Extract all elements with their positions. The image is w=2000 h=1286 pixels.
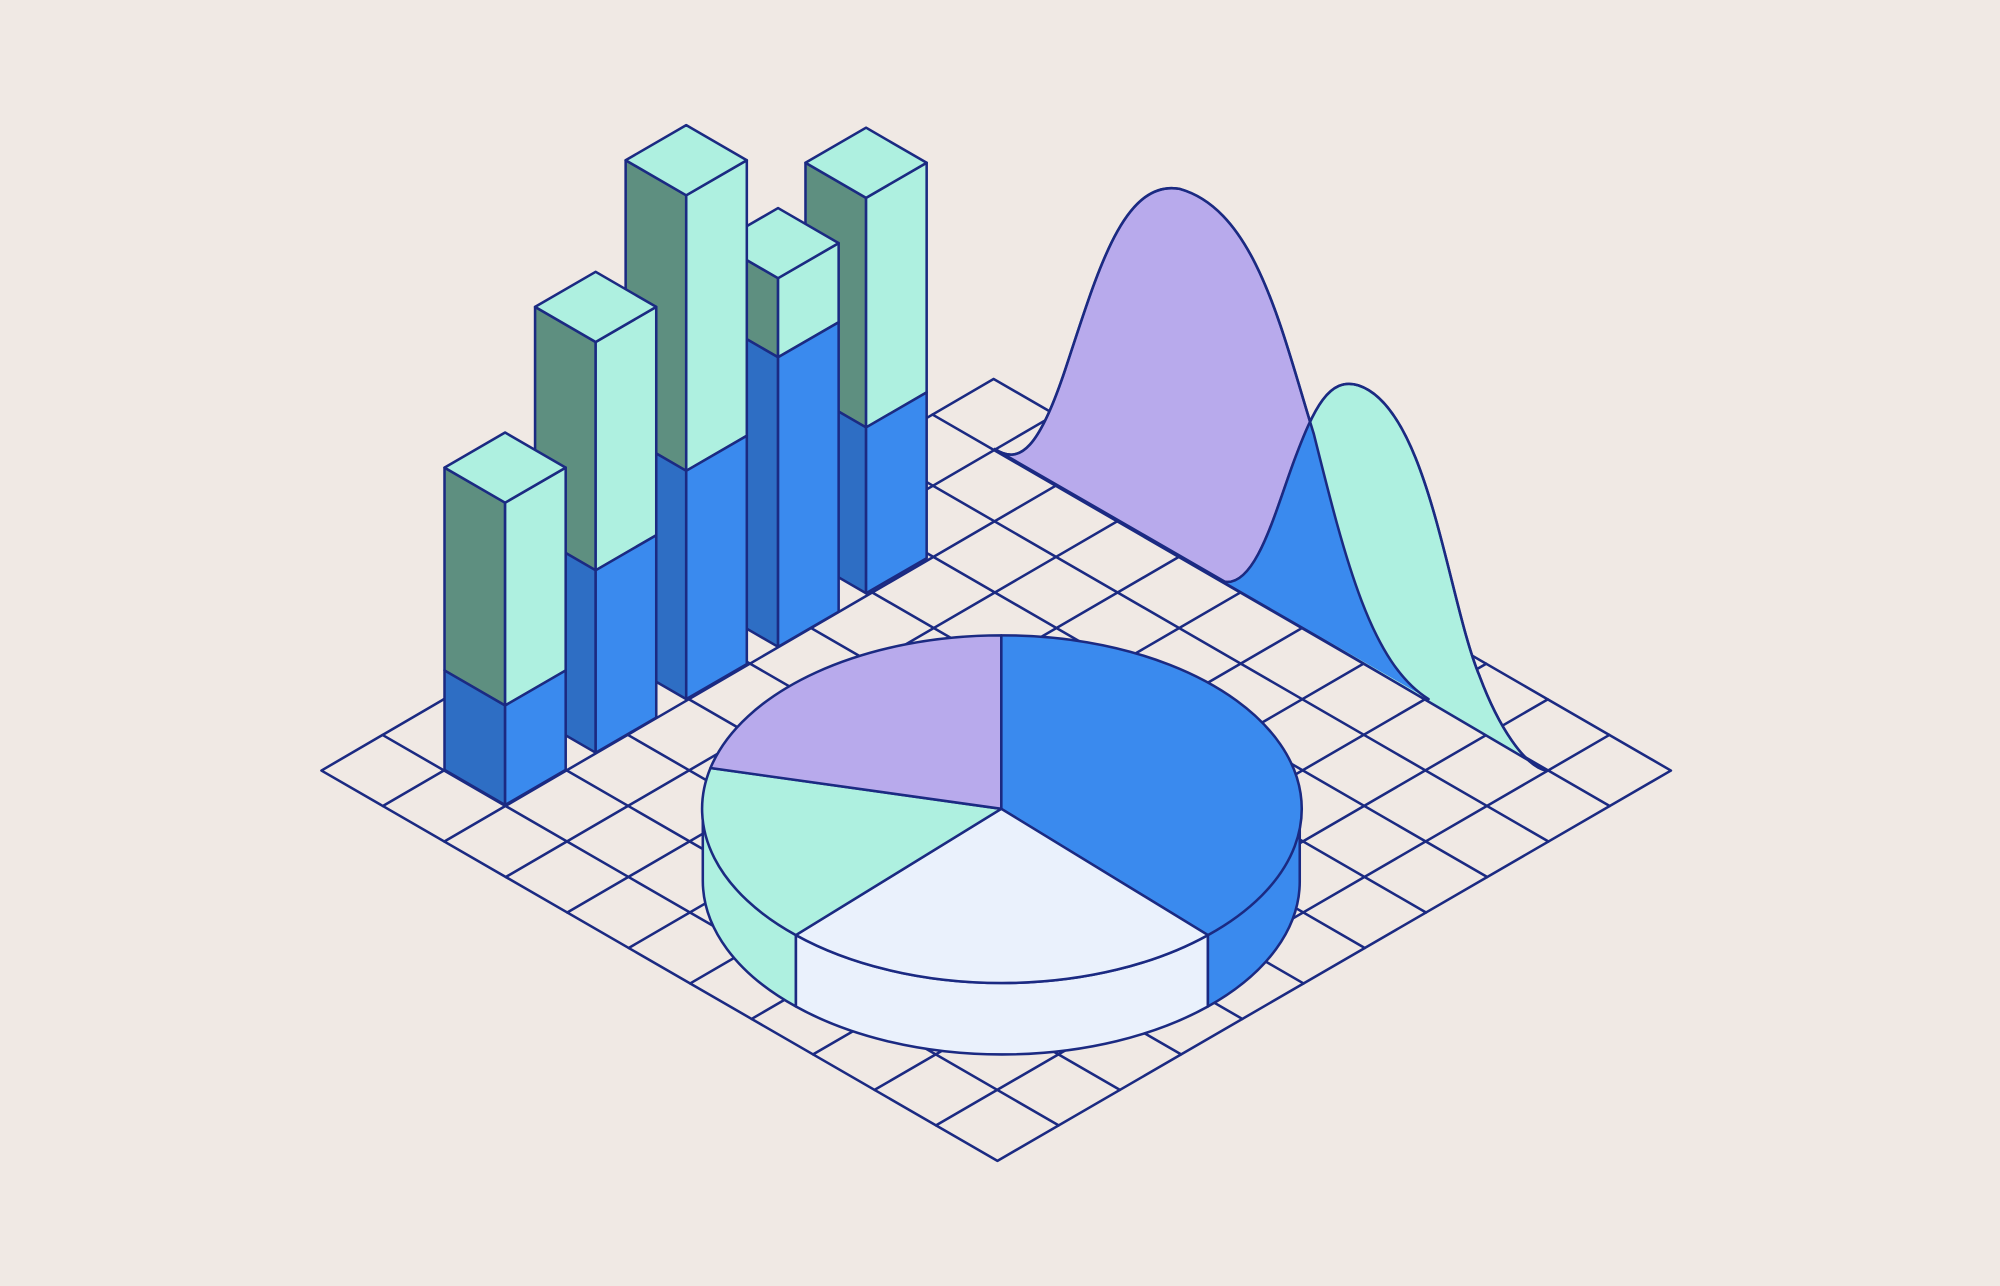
mint-outline — [1223, 382, 1548, 772]
bar-right-upper — [594, 305, 658, 572]
bar-top — [443, 431, 567, 504]
bar-right-lower — [776, 320, 840, 649]
curves — [993, 186, 1548, 772]
bar-top — [624, 123, 749, 197]
bar-top — [804, 126, 928, 200]
purple-outline — [993, 186, 1430, 701]
bar-right-lower — [684, 434, 749, 701]
pie — [700, 634, 1304, 1056]
pie-slice-light — [794, 807, 1210, 985]
bar-right-upper — [684, 158, 749, 473]
pie-slice-purple — [709, 634, 1003, 811]
bar-right-lower — [503, 669, 567, 807]
pie-slice-mint — [700, 766, 1003, 937]
bar-group — [443, 123, 928, 807]
bar-right-upper — [503, 466, 567, 707]
bar-top — [533, 270, 658, 344]
bar-left-upper — [443, 466, 507, 707]
pie-slice-blue — [999, 634, 1304, 937]
bar-right-upper — [864, 161, 928, 429]
bar-right-lower — [594, 533, 658, 754]
bar-right-lower — [864, 391, 928, 595]
grid-line — [870, 448, 1550, 843]
